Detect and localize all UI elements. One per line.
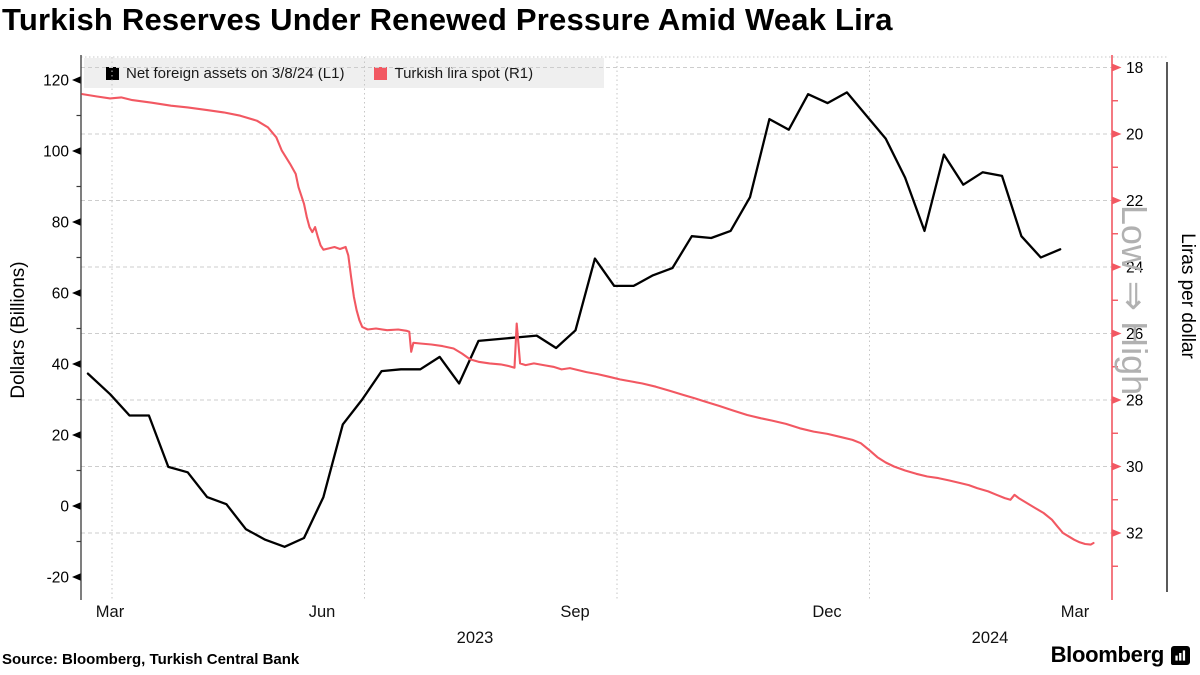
month-label: Sep	[560, 603, 589, 621]
left-axis-tick-arrow-icon	[72, 289, 81, 297]
right-axis-tick-arrow-icon	[1112, 396, 1122, 404]
right-axis-tick-label: 20	[1126, 127, 1144, 144]
right-axis-tick-arrow-icon	[1112, 130, 1122, 138]
month-label: Jun	[309, 603, 336, 621]
legend-item-net-foreign-assets: Net foreign assets on 3/8/24 (L1)	[106, 65, 344, 82]
series-turkish-lira-spot	[81, 93, 1095, 546]
right-axis-title: Liras per dollar	[1177, 233, 1198, 359]
year-label: 2024	[972, 629, 1009, 647]
right-axis-tick-label: 18	[1126, 60, 1143, 77]
left-axis-tick-label: -20	[47, 570, 70, 587]
right-axis-tick-arrow-icon	[1112, 263, 1122, 271]
right-axis-tick-arrow-icon	[1112, 196, 1122, 205]
left-axis-tick-arrow-icon	[72, 360, 81, 368]
left-axis-tick-label: 0	[60, 499, 69, 516]
month-label: Mar	[1061, 603, 1090, 621]
left-axis-tick-label: 80	[52, 215, 70, 232]
left-axis-tick-arrow-icon	[72, 76, 81, 84]
right-axis-tick-label: 24	[1126, 260, 1144, 277]
year-label: 2023	[457, 629, 494, 647]
right-axis-tick-label: 22	[1126, 193, 1143, 210]
right-axis-tick-arrow-icon	[1112, 329, 1122, 338]
legend-item-lira-spot: Turkish lira spot (R1)	[374, 65, 533, 82]
legend-label: Turkish lira spot (R1)	[394, 64, 534, 82]
left-axis-tick-arrow-icon	[72, 218, 81, 226]
left-axis-tick-label: 120	[43, 73, 69, 90]
series-net-foreign-assets	[86, 91, 1062, 548]
month-label: Dec	[812, 603, 841, 621]
right-axis-tick-arrow-icon	[1112, 63, 1122, 72]
right-axis-tick-label: 32	[1126, 526, 1143, 543]
left-axis-tick-label: 20	[52, 428, 70, 445]
left-axis-tick-arrow-icon	[72, 147, 81, 155]
left-axis-tick-arrow-icon	[72, 431, 81, 439]
month-label: Mar	[96, 603, 125, 621]
left-axis-tick-label: 40	[52, 357, 70, 374]
left-axis-tick-arrow-icon	[72, 573, 81, 581]
legend-label: Net foreign assets on 3/8/24 (L1)	[126, 64, 345, 82]
page-title: Turkish Reserves Under Renewed Pressure …	[2, 2, 893, 37]
bloomberg-logo-text: Bloomberg	[1050, 642, 1165, 667]
right-axis-tick-label: 26	[1126, 326, 1143, 343]
chart-legend: Net foreign assets on 3/8/24 (L1) Turkis…	[84, 58, 604, 88]
right-axis-tick-label: 28	[1126, 393, 1143, 410]
left-axis-tick-label: 100	[43, 144, 69, 161]
right-axis-tick-label: 30	[1126, 459, 1144, 476]
bloomberg-logo-icon	[1171, 645, 1190, 665]
right-axis-tick-arrow-icon	[1112, 462, 1122, 471]
lira-spot-swatch-icon	[374, 66, 388, 80]
left-axis-tick-arrow-icon	[72, 502, 81, 510]
right-axis-tick-arrow-icon	[1112, 529, 1122, 537]
net-foreign-assets-swatch-icon	[106, 66, 119, 80]
left-axis-title: Dollars (Billions)	[8, 261, 29, 399]
left-axis-tick-label: 60	[52, 286, 70, 303]
inverted-axis-watermark: Low ⇒ High	[1114, 204, 1155, 396]
bloomberg-logo: Bloomberg	[1051, 642, 1190, 668]
source-attribution: Source: Bloomberg, Turkish Central Bank	[2, 651, 300, 668]
